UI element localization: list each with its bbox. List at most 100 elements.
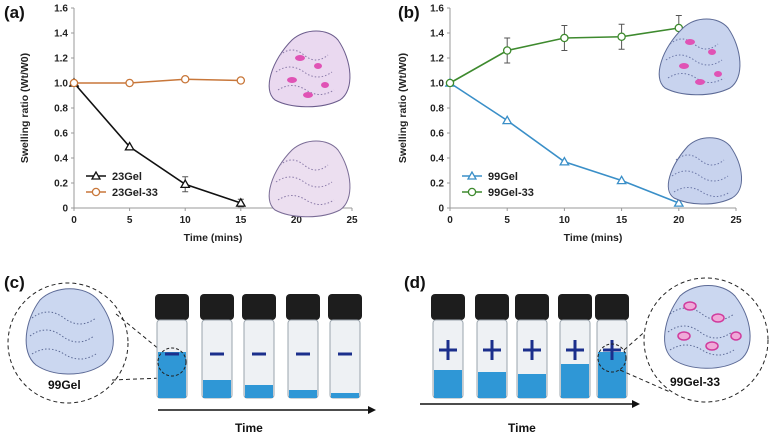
y-tick-label: 1.6: [54, 4, 68, 15]
y-tick-label: 0.2: [54, 179, 68, 190]
gel-network-plain-icon: [268, 140, 351, 218]
series-line: [73, 82, 242, 204]
legend-marker: [91, 187, 101, 197]
photo-label-99gel-33: 99Gel-33: [670, 375, 720, 389]
x-tick-label: 5: [504, 215, 510, 226]
vial-cap: [328, 294, 362, 320]
vial-glass: [287, 319, 319, 399]
y-tick-label: 1.2: [54, 54, 68, 65]
vial-liquid: [203, 380, 231, 398]
vial-liquid: [518, 374, 546, 398]
vial-cap: [200, 294, 234, 320]
vial-cap: [286, 294, 320, 320]
y-tick-label: 0.2: [430, 179, 444, 190]
vial-row-c: [155, 294, 362, 399]
data-point: [125, 78, 134, 88]
y-tick-label: 1.2: [430, 54, 444, 65]
gel-network-swollen-icon: [268, 30, 351, 108]
x-axis-title: Time (mins): [564, 232, 623, 244]
vial-liquid: [434, 370, 462, 398]
vial-liquid: [289, 390, 317, 398]
legend-marker: [466, 170, 478, 180]
legend-label: 23Gel-33: [112, 187, 158, 199]
chart-a: 0 5 10 15 20 25 0 0.2 0.4 0.6 0.8 1.0 1.2 1.4 1.6 Time …: [19, 4, 358, 245]
y-tick-label: 0: [62, 204, 68, 215]
y-tick-label: 1.0: [54, 79, 68, 90]
data-point: [235, 197, 247, 207]
data-point: [559, 156, 570, 166]
zoom-circle-99gel: 99Gel: [7, 282, 129, 404]
data-point: [69, 78, 79, 88]
gel-network-plain-icon-b: [667, 137, 743, 205]
time-arrow-label-d: Time: [508, 421, 536, 435]
data-point: [501, 114, 513, 125]
y-tick-label: 1.0: [430, 79, 444, 90]
vial-cap: [155, 294, 189, 320]
y-tick-label: 0.4: [54, 154, 68, 165]
data-point: [673, 197, 685, 207]
time-arrow-label-c: Time: [235, 421, 263, 435]
panel-label-b: (b): [398, 3, 420, 22]
y-tick-label: 1.4: [430, 29, 444, 40]
photo-label-99gel: 99Gel: [48, 378, 81, 392]
photo-panel-c: 99Gel Time: [7, 282, 376, 435]
y-axis-title: Swelling ratio (Wt/W0): [19, 53, 31, 163]
y-tick-label: 0.6: [54, 129, 68, 140]
vial-liquid: [331, 393, 359, 398]
data-point: [502, 46, 512, 55]
vial-liquid: [158, 352, 186, 398]
x-tick-label: 20: [673, 215, 685, 226]
y-tick-label: 0: [438, 204, 444, 215]
series-line: [449, 82, 680, 204]
x-tick-label: 25: [346, 215, 358, 226]
y-tick-label: 1.6: [430, 4, 444, 15]
vial-liquid: [478, 372, 506, 398]
x-tick-label: 10: [559, 215, 571, 226]
vial-cap: [475, 294, 509, 320]
data-point: [617, 32, 626, 42]
vial-cap: [242, 294, 276, 320]
y-tick-label: 0.8: [430, 104, 444, 115]
legend-label: 99Gel-33: [488, 187, 534, 199]
vial-glass: [329, 319, 361, 399]
data-point: [179, 178, 191, 189]
x-tick-label: 0: [447, 215, 453, 226]
data-point: [180, 75, 190, 84]
photo-panel-d: 99Gel-33 Time: [420, 277, 769, 435]
legend-marker: [90, 170, 102, 180]
vial-cap: [558, 294, 592, 320]
x-tick-label: 15: [235, 215, 247, 226]
x-tick-label: 20: [291, 215, 303, 226]
x-axis-title: Time (mins): [184, 232, 243, 244]
panel-label-a: (a): [4, 3, 25, 22]
vial-liquid: [561, 364, 589, 398]
data-point: [445, 78, 455, 88]
data-point: [236, 76, 246, 85]
panel-label-d: (d): [404, 273, 426, 292]
legend-marker: [467, 187, 477, 197]
y-tick-label: 0.4: [430, 154, 444, 165]
y-tick-label: 0.8: [54, 104, 68, 115]
chart-b: 0 5 10 15 20 25 0 0.2 0.4 0.6 0.8 1.0 1.2 1.4 1.6 Time …: [397, 4, 742, 245]
series-line: [74, 78, 241, 84]
vial-cap: [515, 294, 549, 320]
vial-cap: [431, 294, 465, 320]
y-axis-title: Swelling ratio (Wt/W0): [397, 53, 409, 163]
vial-cap: [595, 294, 629, 320]
vial-row-d: [431, 294, 629, 399]
zoom-circle-99gel-33: 99Gel-33: [643, 277, 769, 403]
gel-network-swollen-icon-b: [658, 18, 741, 96]
x-tick-label: 15: [616, 215, 628, 226]
data-point: [616, 174, 627, 185]
x-tick-label: 5: [127, 215, 133, 226]
x-tick-label: 0: [71, 215, 77, 226]
vial-liquid: [245, 385, 273, 398]
legend-label: 23Gel: [112, 171, 142, 183]
data-point: [124, 141, 135, 151]
legend-label: 99Gel: [488, 171, 518, 183]
data-point: [560, 33, 569, 43]
x-tick-label: 10: [180, 215, 192, 226]
y-tick-label: 1.4: [54, 29, 68, 40]
y-tick-label: 0.6: [430, 129, 444, 140]
